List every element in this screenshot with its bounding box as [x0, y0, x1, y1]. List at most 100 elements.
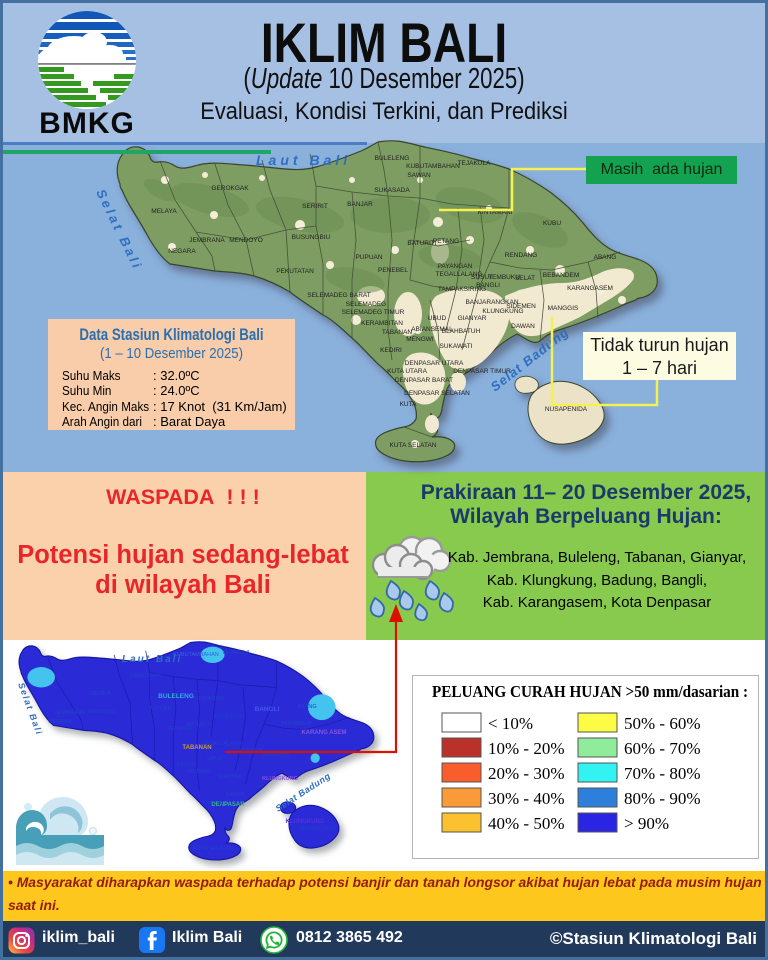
svg-text:KUTA UTARA: KUTA UTARA: [387, 368, 428, 375]
svg-text:KARANG ASEM: KARANG ASEM: [301, 730, 346, 736]
svg-text:Laut Bali: Laut Bali: [122, 654, 182, 665]
svg-text:MANGGIS: MANGGIS: [263, 753, 289, 759]
svg-text:BATURITI: BATURITI: [407, 240, 436, 247]
svg-text:SANUR: SANUR: [225, 792, 244, 798]
svg-text:JEMBRANA: JEMBRANA: [189, 237, 225, 244]
svg-text:BANJARANGKAN: BANJARANGKAN: [465, 299, 518, 306]
svg-text:MENGWI: MENGWI: [406, 336, 434, 343]
svg-text:KERAMBITAN: KERAMBITAN: [361, 320, 403, 327]
svg-text:SELEMADEG: SELEMADEG: [346, 301, 386, 308]
svg-text:PAYANGAN: PAYANGAN: [438, 263, 473, 270]
svg-text:KUTA SELATAN: KUTA SELATAN: [390, 442, 437, 449]
svg-text:50% - 60%: 50% - 60%: [624, 714, 700, 733]
svg-text:80% - 90%: 80% - 90%: [624, 789, 700, 808]
svg-text:KLUNGKUNG: KLUNGKUNG: [482, 308, 523, 315]
svg-text:KUTA SELATAN: KUTA SELATAN: [193, 846, 233, 852]
svg-text:SELEMADEG BARAT: SELEMADEG BARAT: [307, 292, 370, 299]
svg-text:NEGARA: NEGARA: [48, 719, 72, 725]
svg-text:SAWAN: SAWAN: [407, 172, 431, 179]
svg-text:TEMBUKU: TEMBUKU: [488, 274, 520, 281]
svg-text:UBUD: UBUD: [428, 315, 447, 322]
svg-text:PETANG: PETANG: [433, 238, 459, 245]
svg-text:BULELENG: BULELENG: [375, 155, 410, 162]
svg-text:DENPASAR: DENPASAR: [211, 802, 245, 808]
svg-text:KLUNGKUNG: KLUNGKUNG: [262, 776, 298, 782]
svg-text:DENPASAR BARAT: DENPASAR BARAT: [395, 377, 453, 384]
svg-text:KEDIRI: KEDIRI: [177, 762, 196, 768]
svg-text:KLUNGKUNG: KLUNGKUNG: [286, 819, 325, 825]
svg-text:KUTA: KUTA: [400, 401, 418, 408]
svg-text:GIANYAR: GIANYAR: [458, 315, 487, 322]
svg-text:Laut Bali: Laut Bali: [256, 152, 351, 168]
svg-text:DENPASAR UTARA: DENPASAR UTARA: [405, 360, 464, 367]
svg-text:PUPUAN: PUPUAN: [149, 706, 172, 712]
svg-text:SERIRIT: SERIRIT: [302, 203, 328, 210]
svg-text:KUBUTAMBAHAN: KUBUTAMBAHAN: [173, 652, 218, 658]
svg-text:KEDIRI: KEDIRI: [380, 347, 402, 354]
svg-text:PUPUAN: PUPUAN: [355, 254, 382, 261]
svg-text:TEJAKULA: TEJAKULA: [222, 650, 250, 656]
svg-text:MANGGIS: MANGGIS: [548, 305, 579, 312]
svg-text:MENDOYO: MENDOYO: [88, 709, 117, 715]
svg-text:BATURITI: BATURITI: [187, 722, 212, 728]
svg-text:BANGLI: BANGLI: [255, 706, 280, 713]
svg-text:KUBU: KUBU: [543, 220, 561, 227]
svg-text:PENEBEL: PENEBEL: [378, 267, 408, 274]
svg-text:SELEMADEG TIMUR: SELEMADEG TIMUR: [342, 309, 405, 316]
svg-text:70% - 80%: 70% - 80%: [624, 764, 700, 783]
svg-text:> 90%: > 90%: [624, 814, 669, 833]
svg-text:PENEBEL: PENEBEL: [167, 726, 192, 732]
svg-text:KINTAMANI: KINTAMANI: [478, 209, 513, 216]
svg-text:BANGLI: BANGLI: [476, 282, 500, 289]
svg-text:SELAT: SELAT: [515, 275, 535, 282]
svg-text:JEMBRANA: JEMBRANA: [55, 710, 85, 716]
svg-text:BLAHBATUH: BLAHBATUH: [442, 328, 481, 335]
svg-text:RENDANG: RENDANG: [214, 714, 242, 720]
svg-text:GEROKGAK: GEROKGAK: [130, 673, 162, 679]
svg-text:60% - 70%: 60% - 70%: [624, 739, 700, 758]
svg-text:BULELENG: BULELENG: [158, 693, 194, 700]
svg-text:DENPASAR TIMUR: DENPASAR TIMUR: [453, 368, 511, 375]
svg-text:MELAYA: MELAYA: [89, 691, 111, 697]
svg-text:KARANGASEM: KARANGASEM: [567, 285, 613, 292]
svg-text:TABANAN: TABANAN: [182, 745, 211, 751]
svg-text:UBUD: UBUD: [207, 756, 223, 762]
svg-text:KUTA: KUTA: [209, 801, 224, 807]
svg-text:SIDEMEN: SIDEMEN: [506, 303, 536, 310]
svg-text:20% - 30%: 20% - 30%: [488, 764, 564, 783]
svg-text:NUSAPENIDA: NUSAPENIDA: [545, 406, 588, 413]
svg-text:SUKASADA: SUKASADA: [374, 187, 410, 194]
svg-text:MELAYA: MELAYA: [151, 208, 177, 215]
svg-text:RENDANG: RENDANG: [505, 252, 538, 259]
svg-text:BEBANDEM: BEBANDEM: [543, 272, 579, 279]
svg-text:PEKUTATAN: PEKUTATAN: [276, 268, 314, 275]
svg-text:TABANAN: TABANAN: [382, 329, 413, 336]
svg-text:40% - 50%: 40% - 50%: [488, 814, 564, 833]
svg-text:TEGALLALANG: TEGALLALANG: [202, 741, 242, 747]
svg-text:< 10%: < 10%: [488, 714, 533, 733]
svg-text:ABIANSEMAL: ABIANSEMAL: [411, 326, 453, 333]
svg-text:ABANG: ABANG: [594, 254, 617, 261]
svg-text:TAMPAKSIRING: TAMPAKSIRING: [438, 286, 486, 293]
svg-text:SUSUT: SUSUT: [471, 274, 493, 281]
svg-text:BEBANDEM: BEBANDEM: [281, 721, 312, 727]
svg-text:MENGWI: MENGWI: [188, 769, 212, 775]
svg-text:NEGARA: NEGARA: [168, 248, 196, 255]
svg-text:ABANG: ABANG: [297, 704, 316, 710]
svg-text:GIANYAR: GIANYAR: [218, 774, 242, 780]
svg-text:TEGALLALANG: TEGALLALANG: [436, 271, 483, 278]
svg-text:NUSAPENIDA: NUSAPENIDA: [300, 826, 336, 832]
svg-text:TEJAKULA: TEJAKULA: [458, 160, 492, 167]
svg-text:DAWAN: DAWAN: [511, 323, 535, 330]
svg-text:BANJAR: BANJAR: [347, 201, 373, 208]
svg-text:30% - 40%: 30% - 40%: [488, 789, 564, 808]
svg-text:10% - 20%: 10% - 20%: [488, 739, 564, 758]
svg-text:GEROKGAK: GEROKGAK: [211, 185, 249, 192]
svg-text:KUBUTAMBAHAN: KUBUTAMBAHAN: [406, 163, 460, 170]
svg-text:KINTAMANI: KINTAMANI: [195, 696, 225, 702]
svg-text:BMKG: BMKG: [39, 107, 135, 137]
svg-text:SUKAWATI: SUKAWATI: [440, 343, 473, 350]
svg-text:BUSUNGBIU: BUSUNGBIU: [292, 234, 331, 241]
svg-text:DENPASAR SELATAN: DENPASAR SELATAN: [404, 390, 470, 397]
svg-text:MENDOYO: MENDOYO: [229, 237, 263, 244]
